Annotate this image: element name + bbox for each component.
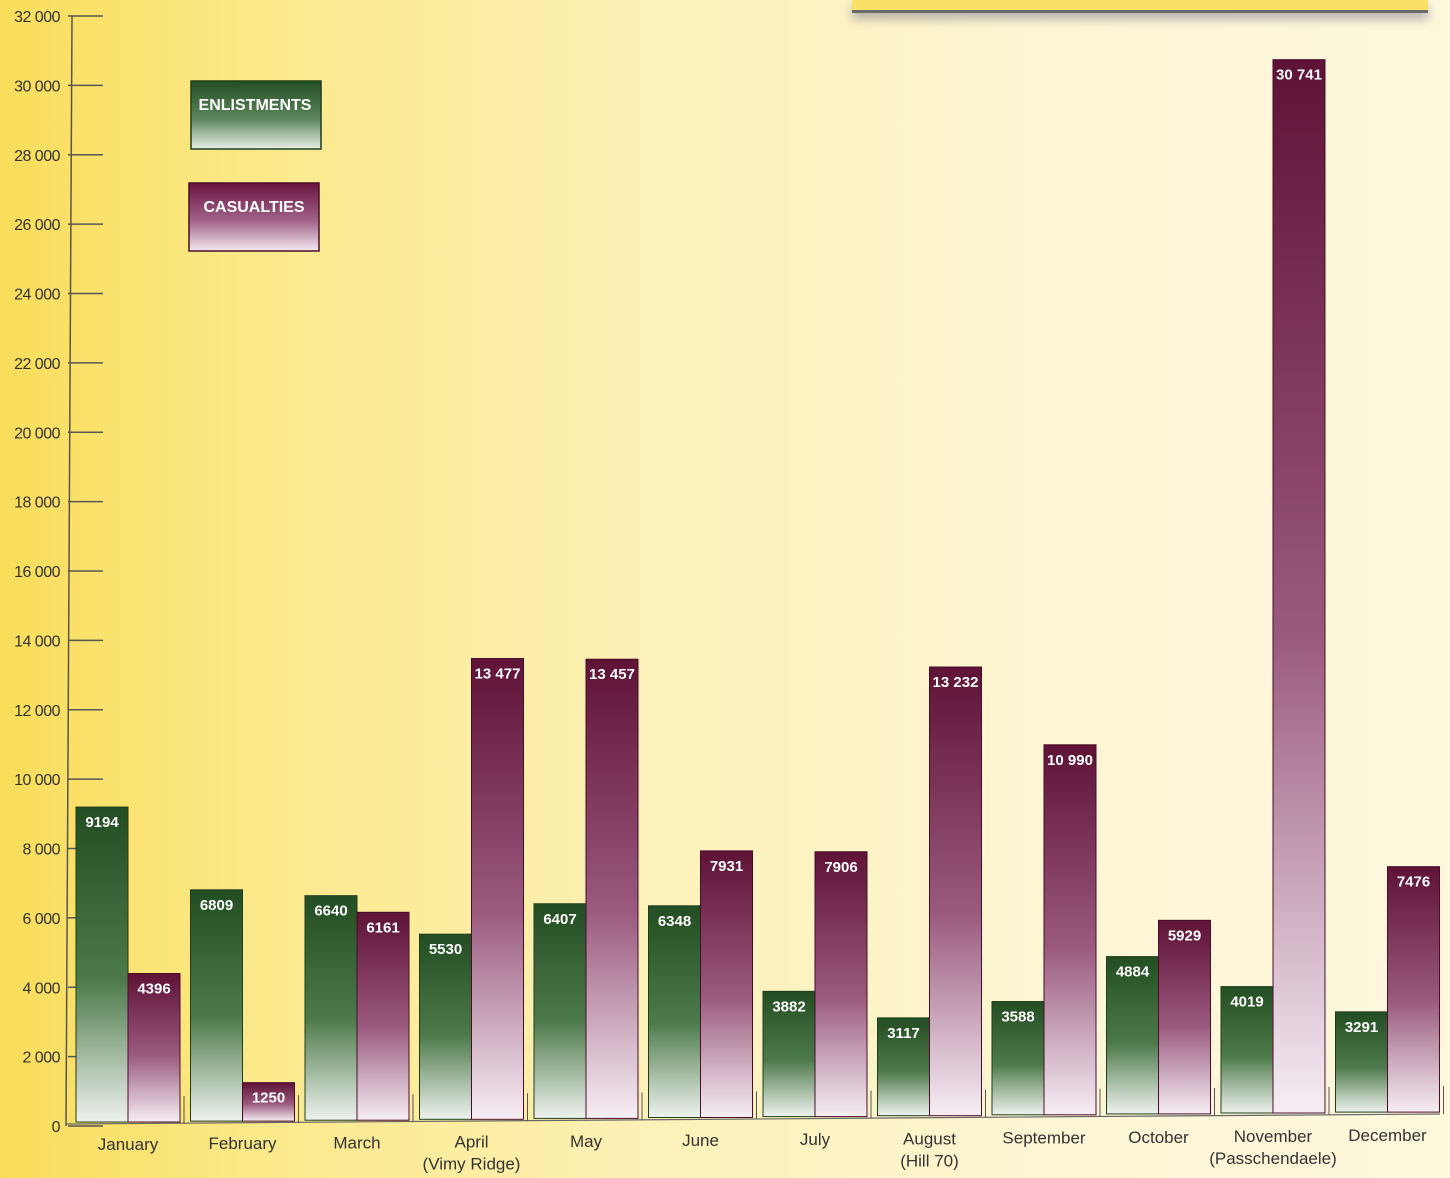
data-label-casualties: 13 477 [475, 666, 521, 683]
bar-casualties [471, 658, 524, 1120]
legend-swatch-casualties [188, 182, 320, 252]
data-label-enlistments: 4884 [1116, 964, 1150, 981]
data-label-casualties: 13 457 [589, 666, 635, 683]
y-tick-label: 0 [52, 1119, 61, 1136]
data-label-casualties: 1250 [252, 1090, 285, 1107]
legend-label-casualties: CASUALTIES [203, 199, 304, 216]
x-tick-label: April [454, 1133, 488, 1152]
bar-enlistments [991, 1001, 1045, 1116]
legend: ENLISTMENTS CASUALTIES [188, 80, 322, 252]
bar-enlistments [75, 806, 129, 1123]
bars: 9194 4396 6809 1250 6640 6161 5530 13 477 6407 13… [75, 59, 1444, 1124]
data-label-enlistments: 6640 [314, 903, 347, 920]
bar-casualties [1387, 866, 1440, 1113]
data-label-casualties: 30 741 [1276, 67, 1322, 84]
data-label-casualties: 7476 [1397, 874, 1430, 891]
bar-casualties [1272, 59, 1326, 1114]
x-tick-label: January [98, 1135, 159, 1154]
y-tick-label: 24 000 [14, 287, 61, 304]
y-axis: 0 2 000 4 000 6 000 8 000 10 000 12 000 14 000 1… [14, 9, 1441, 1136]
top-banner [852, 0, 1428, 13]
data-label-enlistments: 3882 [772, 998, 805, 1015]
bar-casualties [814, 851, 868, 1118]
legend-label-enlistments: ENLISTMENTS [199, 97, 312, 114]
bar-enlistments [304, 895, 358, 1121]
y-tick-label: 32 000 [14, 9, 61, 26]
bar-enlistments [762, 990, 816, 1118]
data-label-enlistments: 6348 [658, 913, 691, 930]
data-label-casualties: 5929 [1168, 927, 1201, 944]
y-tick-label: 22 000 [14, 356, 61, 373]
bar-casualties [242, 1082, 295, 1122]
y-tick-label: 20 000 [14, 425, 61, 442]
legend-swatch-enlistments [190, 80, 322, 150]
data-label-enlistments: 4019 [1230, 994, 1263, 1011]
bar-casualties [929, 666, 982, 1117]
data-label-casualties: 13 232 [933, 674, 979, 691]
bar-enlistments [1106, 956, 1159, 1115]
data-label-enlistments: 6809 [200, 897, 233, 914]
x-tick-label: November [1234, 1127, 1313, 1146]
x-tick-label: August [903, 1129, 956, 1148]
y-tick-label: 6 000 [22, 911, 60, 928]
x-tick-label: September [1002, 1129, 1085, 1148]
x-tick-label: July [800, 1130, 831, 1149]
data-label-casualties: 10 990 [1047, 752, 1093, 769]
bar-casualties [356, 911, 410, 1121]
x-tick-sublabel: (Hill 70) [900, 1151, 959, 1170]
y-tick-label: 12 000 [14, 703, 61, 720]
x-tick-sublabel: (Vimy Ridge) [423, 1155, 521, 1174]
data-label-casualties: 6161 [366, 919, 399, 936]
data-label-enlistments: 3291 [1345, 1019, 1378, 1036]
bar-enlistments [533, 903, 587, 1119]
y-tick-label: 28 000 [14, 148, 61, 165]
bar-enlistments [190, 889, 243, 1122]
bar-casualties [1158, 919, 1211, 1115]
x-tick-label: October [1128, 1128, 1189, 1147]
x-tick-label: June [682, 1131, 719, 1150]
x-tick-sublabel: (Passchendaele) [1209, 1149, 1337, 1168]
data-label-enlistments: 3117 [887, 1025, 920, 1042]
x-axis-labels: January February March April (Vimy Ridge) May… [98, 1126, 1427, 1173]
bar-enlistments [877, 1017, 930, 1117]
y-tick-label: 18 000 [14, 495, 61, 512]
data-label-casualties: 7906 [824, 859, 857, 876]
y-tick-label: 30 000 [14, 78, 61, 95]
y-tick-label: 26 000 [14, 217, 61, 234]
y-tick-label: 14 000 [14, 633, 61, 650]
x-tick-label: March [333, 1133, 380, 1152]
data-label-casualties: 4396 [137, 981, 170, 998]
x-axis-baseline [65, 1113, 1441, 1125]
data-label-casualties: 7931 [710, 858, 743, 875]
data-label-enlistments: 3588 [1001, 1009, 1034, 1026]
bar-enlistments [1335, 1011, 1388, 1113]
bar-casualties [127, 973, 181, 1123]
x-tick-label: February [208, 1134, 277, 1153]
y-tick-label: 4 000 [22, 980, 60, 997]
bar-casualties [585, 658, 639, 1119]
x-tick-label: December [1348, 1126, 1427, 1145]
bar-casualties [1043, 744, 1097, 1116]
y-tick-label: 8 000 [22, 842, 60, 859]
bar-enlistments [1220, 986, 1274, 1114]
bar-casualties [700, 850, 753, 1118]
y-tick-label: 2 000 [22, 1050, 60, 1067]
bar-enlistments [419, 933, 472, 1120]
data-label-enlistments: 6407 [543, 911, 576, 928]
data-label-enlistments: 5530 [429, 941, 462, 958]
bar-enlistments [648, 905, 701, 1119]
y-tick-label: 10 000 [14, 772, 61, 789]
data-label-enlistments: 9194 [85, 814, 119, 831]
y-tick-label: 16 000 [14, 564, 61, 581]
x-tick-label: May [570, 1132, 603, 1151]
